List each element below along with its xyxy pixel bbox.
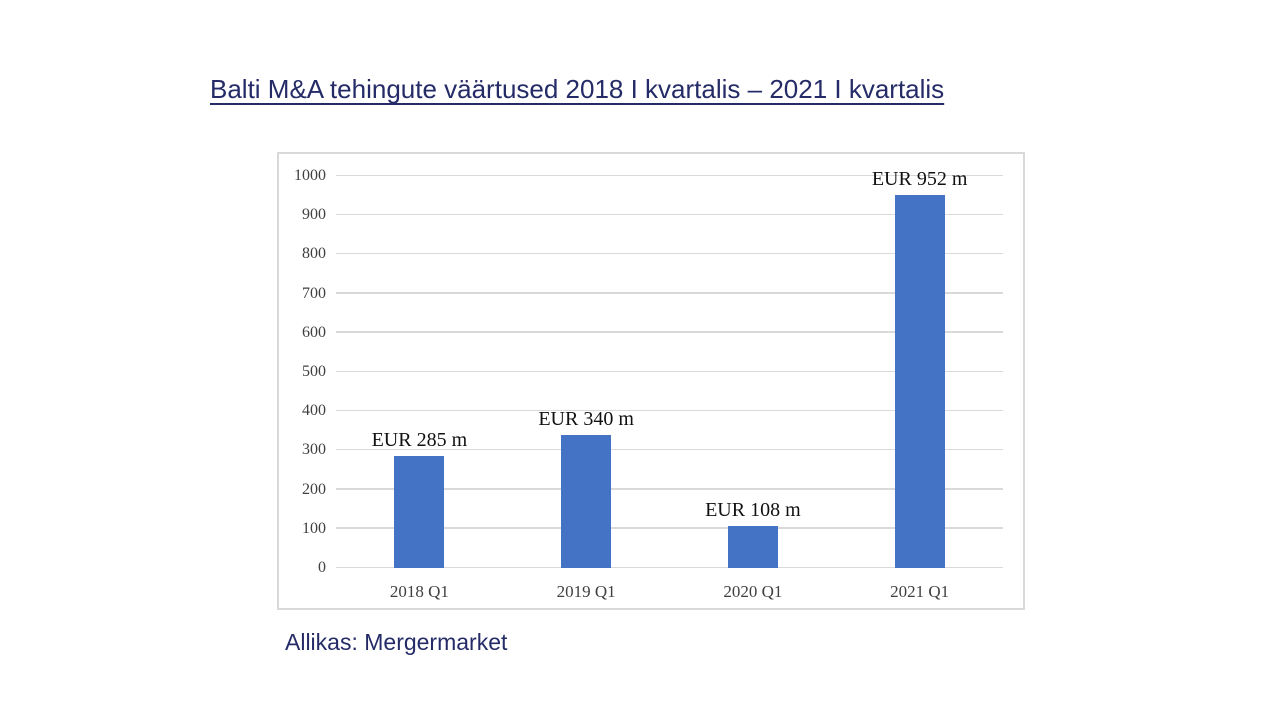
y-tick-label-400: 400 [302, 402, 326, 420]
gridline-1000 [336, 174, 1003, 176]
gridline-300 [336, 448, 1003, 451]
bar-2018-q1 [394, 456, 445, 568]
x-tick-label-2019-q1: 2019 Q1 [556, 582, 616, 601]
y-tick-label-800: 800 [302, 245, 326, 263]
bar-2020-q1 [727, 525, 778, 568]
gridline-800 [336, 252, 1003, 255]
bar-2019-q1 [561, 434, 612, 568]
x-tick-label-2018-q1: 2018 Q1 [389, 582, 449, 601]
y-tick-label-100: 100 [302, 519, 326, 537]
gridline-100 [336, 527, 1003, 529]
y-tick-label-600: 600 [302, 323, 326, 341]
gridline-0 [336, 566, 1003, 568]
gridline-600 [336, 331, 1003, 333]
x-tick-label-2020-q1: 2020 Q1 [723, 582, 783, 601]
y-tick-label-200: 200 [302, 480, 326, 498]
x-tick-label-2021-q1: 2021 Q1 [890, 582, 950, 601]
data-label-2019-q1: EUR 340 m [538, 407, 634, 430]
y-tick-label-900: 900 [302, 206, 326, 224]
y-tick-label-500: 500 [302, 363, 326, 380]
y-tick-label-1000: 1000 [294, 167, 326, 184]
y-axis: 0 100 200 300 400 500 600 700 800 900 1000 [279, 168, 326, 576]
gridline-500 [336, 370, 1003, 372]
gridline-200 [336, 488, 1003, 490]
data-label-2020-q1: EUR 108 m [705, 498, 801, 521]
source-text: Allikas: Mergermarket [285, 629, 508, 655]
plot-area: EUR 285 m EUR 340 m EUR 108 m EUR 952 m [336, 169, 1003, 568]
chart-title: Balti M&A tehingute väärtused 2018 I kva… [210, 74, 945, 104]
data-label-2021-q1: EUR 952 m [871, 167, 968, 190]
y-tick-label-300: 300 [302, 441, 326, 459]
data-label-2018-q1: EUR 285 m [371, 429, 468, 452]
y-tick-label-700: 700 [302, 284, 326, 302]
gridline-900 [336, 213, 1003, 216]
gridline-700 [336, 292, 1003, 294]
x-axis: 2018 Q1 2019 Q1 2020 Q1 2021 Q1 [336, 582, 1003, 608]
bar-2021-q1 [894, 194, 945, 568]
chart-frame: 0 100 200 300 400 500 600 700 800 900 1000 EUR 285… [277, 152, 1025, 610]
gridline-400 [336, 409, 1003, 412]
y-tick-label-0: 0 [318, 559, 326, 576]
